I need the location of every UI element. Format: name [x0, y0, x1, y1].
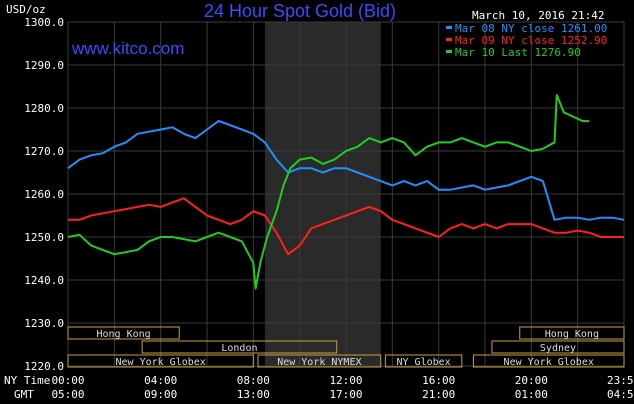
y-tick-label: 1300.0 [24, 16, 64, 29]
series-line [67, 94, 590, 290]
x-tick-ny: 04:00 [144, 374, 177, 387]
legend-label: Mar 10 Last 1276.90 [455, 46, 581, 59]
gmt-label: GMT [14, 388, 34, 401]
session-label: NY Globex [397, 357, 451, 368]
x-tick-ny: 08:00 [237, 374, 270, 387]
session-label: Hong Kong [545, 329, 599, 340]
y-tick-label: 1260.0 [24, 188, 64, 201]
session-label: New York Globex [116, 357, 206, 368]
session-bar [519, 326, 625, 340]
x-tick-gmt: 05:00 [51, 388, 84, 401]
session-bar [491, 340, 625, 354]
x-tick-ny: 23:59 [607, 374, 634, 387]
y-tick-label: 1270.0 [24, 145, 64, 158]
legend-label: Mar 08 NY close 1261.00 [455, 22, 607, 35]
session-bar [141, 340, 338, 354]
trading-sessions: Hong Kong London New York Globex New York N… [67, 326, 625, 368]
x-tick-ny: 16:00 [422, 374, 455, 387]
y-axis-ticks: 1220.0 1230.0 1240.0 1250.0 1260.0 1270.0 1280… [24, 16, 64, 373]
legend-swatch [446, 26, 452, 29]
session-bar [472, 354, 625, 368]
gridlines [67, 21, 625, 367]
series-lines [67, 94, 625, 290]
session-bar [67, 354, 254, 368]
series-line [67, 119, 625, 221]
x-tick-ny: 20:00 [515, 374, 548, 387]
session-label: London [221, 343, 257, 354]
x-tick-gmt: 09:00 [144, 388, 177, 401]
x-tick-gmt: 13:00 [237, 388, 270, 401]
session-bar [67, 326, 180, 340]
brand-watermark: www.kitco.com [71, 39, 184, 58]
y-tick-label: 1240.0 [24, 274, 64, 287]
ny-time-label: NY Time [4, 374, 50, 387]
y-tick-label: 1220.0 [24, 360, 64, 373]
x-tick-gmt: 01:00 [515, 388, 548, 401]
y-tick-label: 1290.0 [24, 59, 64, 72]
x-tick-ny: 00:00 [51, 374, 84, 387]
legend-swatch [446, 38, 452, 41]
x-tick-gmt: 21:00 [422, 388, 455, 401]
x-tick-gmt: 17:00 [329, 388, 362, 401]
legend-swatch [446, 50, 452, 53]
x-tick-gmt: 04:59 [607, 388, 634, 401]
session-label: Hong Kong [97, 329, 151, 340]
y-tick-label: 1250.0 [24, 231, 64, 244]
session-label: New York NYMEX [277, 357, 361, 368]
series-line [68, 197, 624, 256]
session-label: New York Globex [504, 357, 594, 368]
y-unit-label: USD/oz [6, 3, 46, 16]
x-tick-ny: 12:00 [329, 374, 362, 387]
session-bar [257, 354, 382, 368]
chart-title: 24 Hour Spot Gold (Bid) [204, 1, 396, 21]
timestamp: March 10, 2016 21:42 [472, 9, 604, 22]
y-tick-label: 1230.0 [24, 317, 64, 330]
y-tick-label: 1280.0 [24, 102, 64, 115]
session-label: Sydney [540, 343, 576, 354]
legend-label: Mar 09 NY close 1252.90 [455, 34, 607, 47]
session-bar [384, 354, 463, 368]
